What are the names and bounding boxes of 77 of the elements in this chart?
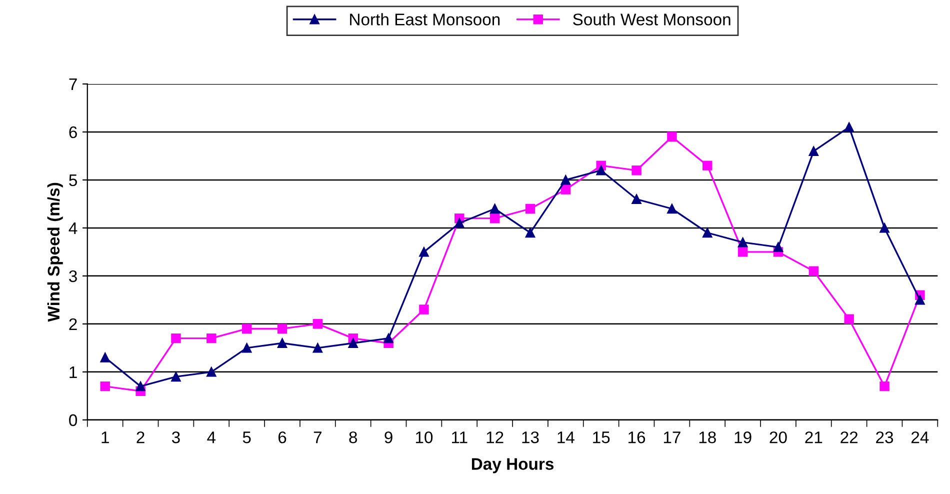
- x-tick-label: 18: [699, 431, 716, 444]
- x-tick-label: 11: [452, 432, 468, 444]
- point: [880, 223, 890, 233]
- x-tick-label: 16: [628, 431, 646, 444]
- x-tick-label: 4: [207, 432, 216, 444]
- point: [915, 295, 925, 305]
- x-tick-label: 21: [805, 431, 822, 444]
- x-tick-label: 3: [172, 431, 180, 444]
- y-tick-label: 1: [70, 366, 77, 378]
- point: [667, 204, 677, 214]
- point: [206, 367, 216, 377]
- point: [312, 319, 323, 329]
- point: [632, 166, 642, 176]
- x-tick-label: 12: [486, 431, 504, 444]
- point: [738, 247, 748, 257]
- x-tick-label: 2: [136, 431, 144, 444]
- point: [525, 228, 536, 238]
- point: [773, 242, 784, 252]
- y-tick-label: 2: [69, 318, 77, 330]
- point: [242, 324, 252, 334]
- y-tick-label: 4: [68, 222, 78, 234]
- y-tick-label: 7: [69, 78, 77, 90]
- point: [419, 304, 429, 314]
- point: [808, 146, 819, 156]
- x-tick-label: 23: [876, 431, 894, 444]
- point: [808, 266, 819, 276]
- y-tick-label: 6: [69, 126, 77, 138]
- point: [560, 184, 571, 194]
- point: [490, 204, 500, 214]
- x-tick-label: 19: [734, 431, 752, 444]
- y-axis-title: Wind Speed (m/s): [47, 182, 63, 322]
- x-tick-label: 8: [349, 431, 358, 444]
- y-tick-label: 3: [69, 270, 77, 282]
- point: [490, 213, 500, 224]
- point: [738, 237, 748, 248]
- point: [171, 333, 181, 344]
- point: [171, 372, 181, 382]
- legend-label: North East Monsoon: [350, 13, 500, 26]
- point: [560, 175, 571, 185]
- x-tick-label: 1: [102, 432, 109, 444]
- point: [702, 160, 712, 170]
- x-tick-label: 9: [384, 431, 392, 444]
- point: [384, 333, 394, 344]
- point: [880, 381, 890, 392]
- x-tick-label: 13: [522, 431, 539, 444]
- x-tick-label: 6: [278, 431, 286, 444]
- x-tick-label: 24: [912, 431, 929, 444]
- x-tick-label: 10: [416, 431, 433, 444]
- point: [419, 247, 429, 257]
- x-tick-label: 14: [558, 432, 574, 444]
- point: [667, 132, 677, 142]
- point: [844, 122, 854, 132]
- point: [454, 218, 464, 228]
- point: [100, 352, 110, 362]
- point: [136, 381, 146, 392]
- x-tick-label: 22: [840, 431, 858, 444]
- point: [525, 204, 536, 214]
- y-tick-label: 0: [69, 414, 78, 426]
- point: [100, 381, 110, 392]
- legend-label: South West Monsoon: [573, 13, 730, 26]
- point: [702, 228, 712, 238]
- x-tick-label: 15: [593, 432, 610, 444]
- x-tick-label: 5: [242, 432, 251, 444]
- x-tick-label: 20: [770, 431, 787, 444]
- point: [242, 343, 252, 353]
- point: [596, 166, 606, 176]
- point: [277, 338, 288, 348]
- x-tick-label: 17: [664, 432, 680, 444]
- point: [632, 194, 642, 204]
- x-axis-title: Day Hours: [472, 458, 554, 474]
- point: [348, 338, 358, 348]
- point: [312, 343, 323, 353]
- point: [844, 314, 854, 324]
- x-tick-label: 7: [314, 432, 322, 444]
- point: [277, 324, 288, 334]
- y-tick-label: 5: [69, 174, 77, 186]
- point: [206, 333, 216, 344]
